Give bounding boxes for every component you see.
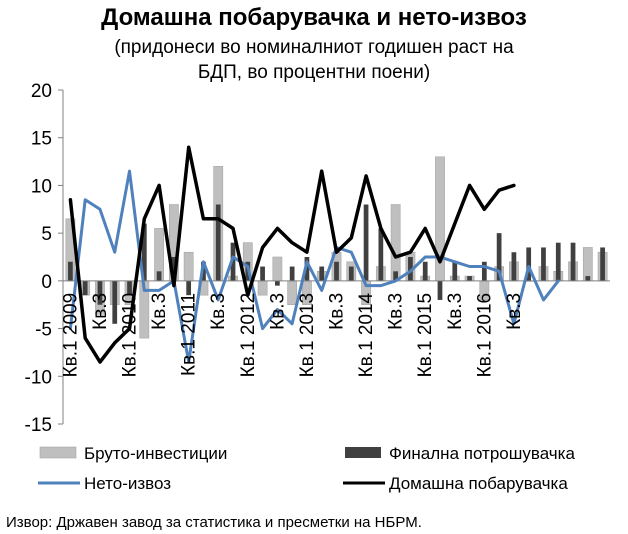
legend-domestic-demand: Домашна побарувачка <box>343 474 568 493</box>
final-consumption-bar <box>408 257 413 281</box>
legend-gross-investment: Бруто-инвестиции <box>39 444 227 463</box>
chart-subtitle-line-1: (придонеси во номиналниот годишен раст н… <box>114 37 514 58</box>
final-consumption-bar <box>97 280 103 305</box>
final-consumption-bar <box>127 280 132 296</box>
chart-title: Домашна побарувачка и нето-извоз <box>101 4 527 31</box>
gross-investment-bar <box>287 280 298 306</box>
final-consumption-bar <box>319 266 325 281</box>
domestic-demand-line <box>68 145 516 364</box>
x-tick-label: Кв.3 <box>90 293 111 330</box>
y-axis-ticks: 20 15 10 5 0 -5 -10 -15 <box>25 81 63 436</box>
final-consumption-bar <box>600 247 605 281</box>
x-tick-label: Кв.1 2010 <box>120 293 141 378</box>
gross-investment-bar <box>390 204 401 282</box>
final-consumption-bar <box>555 242 561 281</box>
x-tick-label: Кв.1 2012 <box>238 293 259 378</box>
final-consumption-bar <box>171 257 177 281</box>
final-consumption-bar <box>112 280 118 324</box>
final-consumption-bar <box>304 257 310 281</box>
gross-investment-bar <box>183 251 194 282</box>
legend-label: Финална потрошувачка <box>389 444 575 463</box>
x-tick-label: Кв.3 <box>445 293 466 330</box>
final-consumption-bar <box>541 247 546 281</box>
final-consumption-bar <box>215 204 221 281</box>
y-tick-label: 10 <box>31 176 52 197</box>
y-tick-label: 15 <box>31 129 52 150</box>
legend-final-consumption: Финална потрошувачка <box>345 444 575 463</box>
x-tick-label: Кв.3 <box>327 293 348 330</box>
x-tick-label: Кв.1 2009 <box>60 293 81 378</box>
final-consumption-bar <box>260 266 265 281</box>
final-consumption-bar <box>393 271 399 281</box>
legend-label: Бруто-инвестиции <box>84 444 227 463</box>
y-tick-label: 0 <box>41 272 52 293</box>
legend: Бруто-инвестиции Финална потрошувачка Нето… <box>38 444 575 493</box>
final-consumption-bar <box>274 280 280 286</box>
final-consumption-bar <box>467 276 472 281</box>
legend-net-exports: Нето-извоз <box>38 474 171 493</box>
axes <box>62 90 610 424</box>
final-consumption-bar <box>378 228 384 281</box>
x-tick-label: Кв.1 2016 <box>474 293 495 378</box>
gross-investment-bar <box>257 280 268 296</box>
final-consumption-bar <box>481 261 487 281</box>
final-consumption-bar <box>570 242 576 281</box>
gross-investment-bar <box>272 256 283 282</box>
final-consumption-bar <box>156 271 162 281</box>
final-consumption-bar <box>437 280 443 300</box>
final-consumption-bar <box>452 261 458 281</box>
net-exports-line <box>68 169 560 364</box>
x-tick-label: Кв.3 <box>267 293 288 330</box>
x-tick-label: Кв.3 <box>386 293 407 330</box>
x-tick-label: Кв.1 2011 <box>179 293 200 376</box>
legend-swatch <box>39 446 77 459</box>
final-consumption-bar <box>526 247 532 281</box>
final-consumption-bar <box>496 233 502 281</box>
y-tick-label: 5 <box>41 224 52 245</box>
legend-swatch <box>345 447 381 458</box>
chart-subtitle-line-2: БДП, во процентни поени) <box>197 62 431 83</box>
y-tick-label: 20 <box>31 81 52 102</box>
final-consumption-bar <box>82 280 88 296</box>
x-axis-ticks: Кв.1 2009 Кв.3 Кв.1 2010 Кв.3 Кв.1 2011 Кв.3 К… <box>60 292 525 377</box>
y-tick-label: -10 <box>25 367 52 388</box>
legend-label: Нето-извоз <box>84 474 171 493</box>
bars-final-consumption <box>68 204 605 324</box>
y-tick-label: -5 <box>35 320 52 341</box>
x-tick-label: Кв.1 2015 <box>415 293 436 378</box>
source-note: Извор: Државен завод за статистика и пре… <box>6 514 422 531</box>
final-consumption-bar <box>68 261 73 281</box>
final-consumption-bar <box>422 261 428 281</box>
final-consumption-bar <box>141 223 147 281</box>
y-tick-label: -15 <box>25 415 52 436</box>
x-tick-label: Кв.3 <box>504 293 525 330</box>
final-consumption-bar <box>585 276 591 281</box>
x-tick-label: Кв.1 2014 <box>356 292 377 377</box>
final-consumption-bar <box>511 252 517 281</box>
final-consumption-bar <box>363 204 369 281</box>
gross-investment-bar <box>582 247 593 282</box>
series-lines <box>68 145 560 364</box>
final-consumption-bar <box>186 280 192 296</box>
final-consumption-bar <box>334 261 339 281</box>
final-consumption-bar <box>230 242 236 281</box>
x-tick-label: Кв.3 <box>149 293 170 330</box>
x-tick-label: Кв.1 2013 <box>297 293 318 378</box>
final-consumption-bar <box>289 266 295 281</box>
final-consumption-bar <box>348 266 354 281</box>
x-tick-label: Кв.3 <box>208 293 229 330</box>
legend-label: Домашна побарувачка <box>389 474 568 493</box>
